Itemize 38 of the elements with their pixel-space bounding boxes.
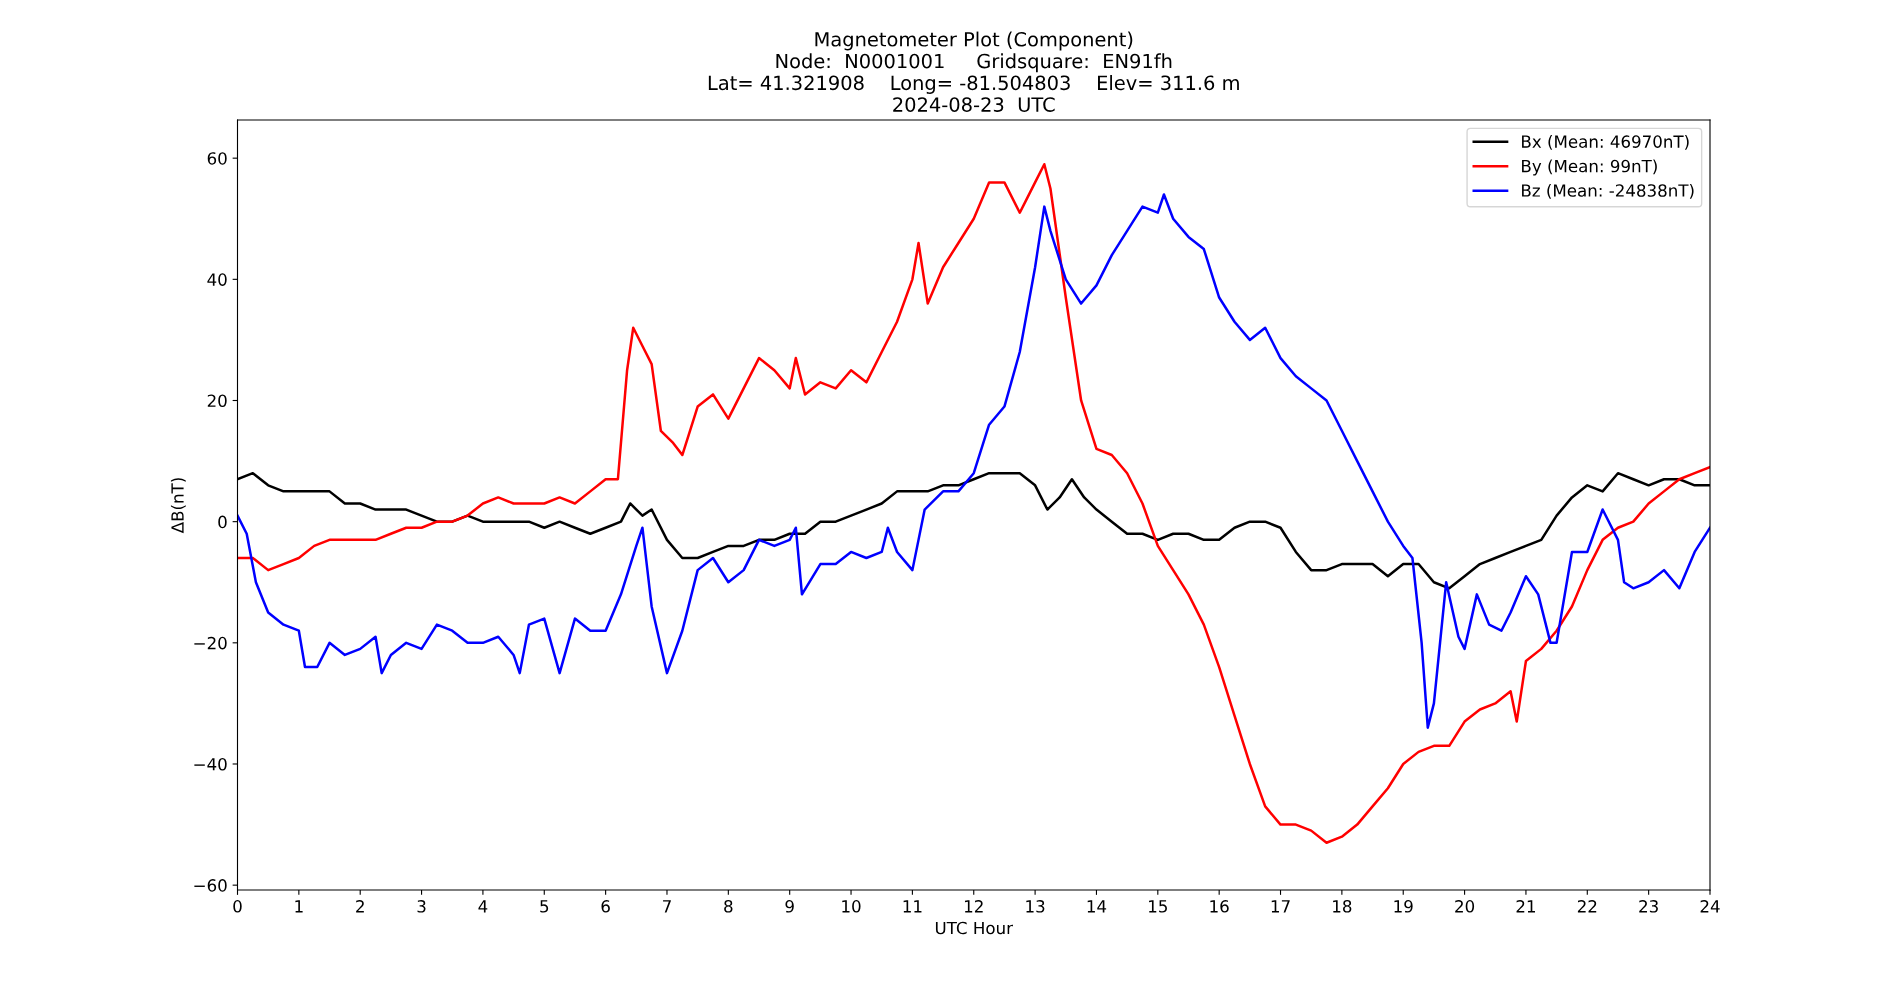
legend-label: By (Mean: 99nT) <box>1522 159 1657 176</box>
x-tick-label: 9 <box>785 900 794 913</box>
x-axis-title: UTC Hour <box>935 921 1013 935</box>
x-tick-label: 11 <box>903 900 922 913</box>
y-tick-label: −60 <box>194 879 227 892</box>
x-tick-label: 19 <box>1394 900 1413 913</box>
x-tick-label: 5 <box>540 900 549 913</box>
x-tick-label: 23 <box>1639 900 1658 913</box>
x-tick-label: 12 <box>964 900 983 913</box>
y-tick-label: 60 <box>207 152 227 165</box>
x-tick-label: 3 <box>417 900 426 913</box>
y-axis-title: ΔB(nT) <box>170 478 186 534</box>
x-tick-label: 6 <box>601 900 610 913</box>
x-tick-label: 14 <box>1087 900 1107 913</box>
x-tick-label: 21 <box>1516 900 1535 913</box>
x-tick-label: 13 <box>1026 900 1045 913</box>
x-tick-label: 10 <box>842 900 861 913</box>
chart-title: Magnetometer Plot (Component) Node: N0001001 Gridsquare: EN91fh Lat= 41.321908 Long= -81.504803 Elev= 311.6 m 2024-08-23 UTC <box>708 31 1239 112</box>
x-tick-label: 4 <box>478 900 488 913</box>
x-tick-label: 8 <box>724 900 733 913</box>
y-tick-label: 20 <box>207 394 227 408</box>
x-tick-label: 24 <box>1700 900 1720 913</box>
x-tick-label: 22 <box>1577 900 1597 913</box>
x-tick-label: 15 <box>1149 900 1167 913</box>
x-tick-label: 17 <box>1271 900 1290 913</box>
y-tick-label: −40 <box>194 757 227 771</box>
x-tick-label: 2 <box>356 900 364 913</box>
x-tick-label: 1 <box>295 900 303 913</box>
x-tick-label: 18 <box>1333 900 1352 913</box>
legend-label: Bz (Mean: -24838nT) <box>1522 183 1694 199</box>
y-tick-label: 0 <box>218 515 227 529</box>
y-tick-label: −20 <box>194 636 227 650</box>
x-tick-label: 20 <box>1455 900 1475 913</box>
x-tick-label: 0 <box>233 900 242 913</box>
legend-label: Bx (Mean: 46970nT) <box>1522 135 1689 150</box>
y-tick-label: 40 <box>207 273 227 286</box>
x-tick-label: 7 <box>663 900 671 913</box>
x-tick-label: 16 <box>1210 900 1229 913</box>
